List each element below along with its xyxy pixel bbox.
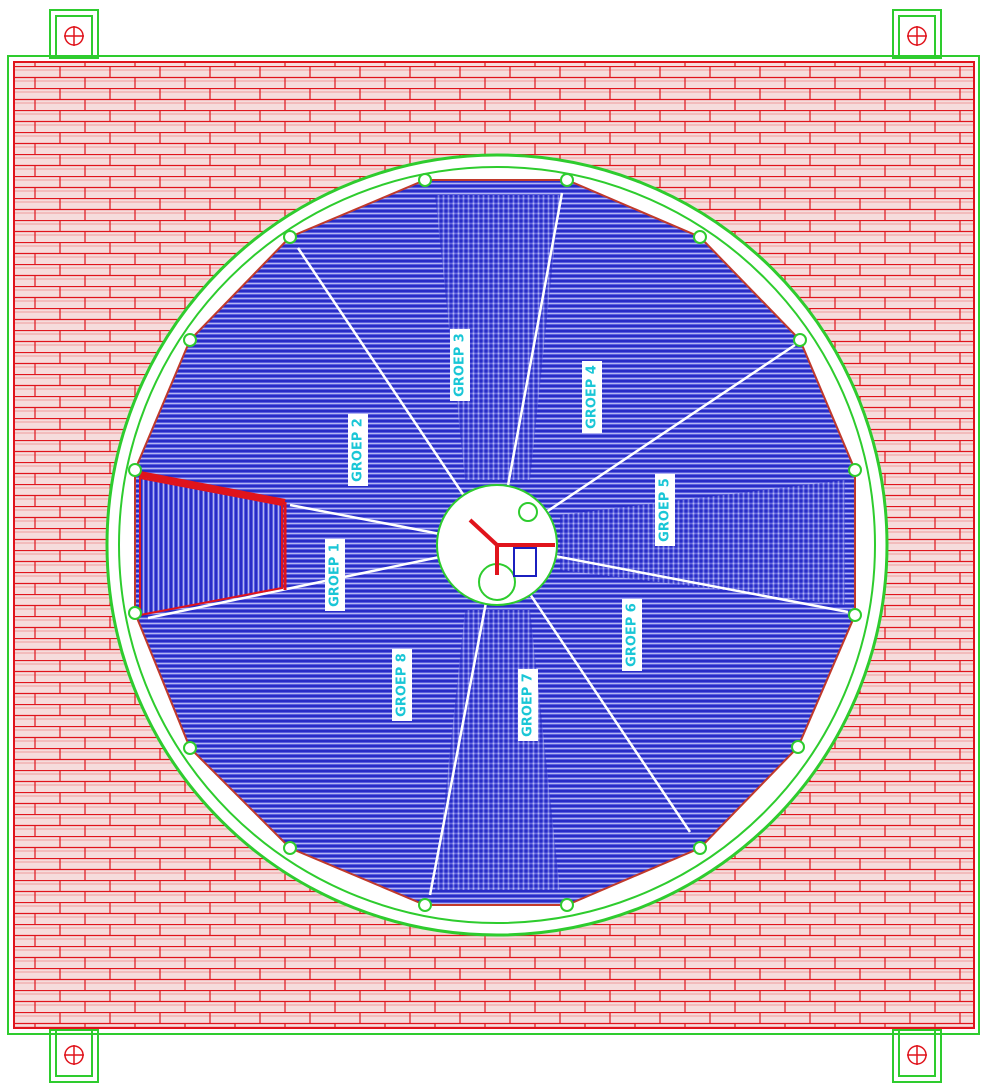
corner-tabs <box>49 9 942 1083</box>
group-label: GROEP 8 <box>395 653 410 717</box>
basin-inner <box>560 480 845 605</box>
label-bg <box>622 599 642 671</box>
label-bg <box>518 669 538 741</box>
group-label: GROEP 7 <box>521 673 536 737</box>
group-label: GROEP 4 <box>585 365 600 429</box>
group-label: GROEP 6 <box>625 603 640 667</box>
group-label: GROEP 5 <box>658 478 673 542</box>
group-label: GROEP 2 <box>351 418 366 482</box>
label-bg <box>348 414 368 486</box>
label-bg <box>392 649 412 721</box>
group-label: GROEP 3 <box>453 333 468 397</box>
label-bg <box>582 361 602 433</box>
label-bg <box>325 539 345 611</box>
group-labels: GROEP 1 GROEP 2 GROEP 3 GROEP 4 GROEP 5 … <box>325 329 675 741</box>
pump <box>513 547 537 577</box>
center-pipe <box>518 502 538 522</box>
group-label: GROEP 1 <box>328 543 343 607</box>
label-bg <box>655 474 675 546</box>
inlet <box>139 471 287 617</box>
center-junction <box>468 518 555 575</box>
label-bg <box>450 329 470 401</box>
outer-frame <box>7 55 980 1035</box>
basin-inner <box>435 195 560 480</box>
columns <box>128 173 862 912</box>
